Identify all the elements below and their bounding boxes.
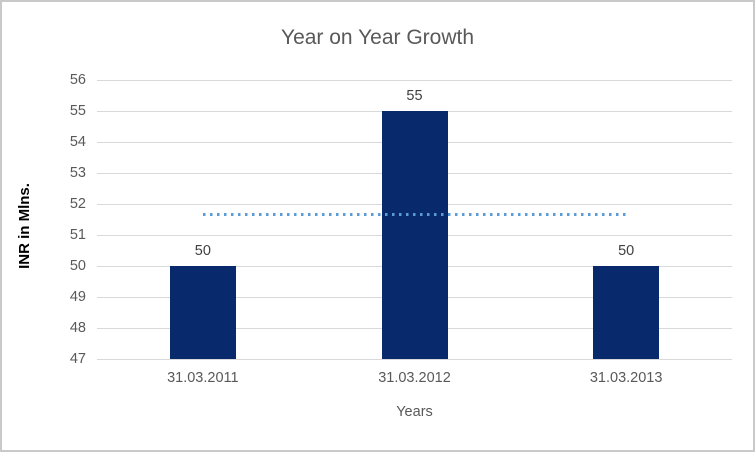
bar-31.03.2011 — [169, 266, 236, 359]
y-axis-title: INR in Mlns. — [16, 183, 33, 269]
data-label: 50 — [194, 243, 211, 259]
trendline — [202, 213, 627, 217]
x-tick-label: 31.03.2013 — [589, 370, 663, 386]
gridline — [97, 80, 732, 81]
bar-31.03.2013 — [593, 266, 660, 359]
chart-title: Year on Year Growth — [280, 26, 475, 49]
plot-area: 50 55 50 — [97, 80, 732, 360]
bar-31.03.2012 — [381, 111, 448, 359]
y-tick-label: 52 — [69, 196, 86, 212]
gridline — [97, 359, 732, 360]
x-tick-label: 31.03.2011 — [167, 370, 239, 386]
y-tick-label: 49 — [69, 289, 86, 305]
data-label: 50 — [618, 243, 635, 259]
y-tick-label: 50 — [69, 258, 86, 274]
y-tick-label: 48 — [69, 320, 86, 336]
y-tick-label: 56 — [69, 72, 86, 88]
x-tick-label: 31.03.2012 — [378, 370, 451, 386]
x-axis-title: Years — [396, 404, 433, 420]
y-tick-label: 47 — [69, 351, 86, 367]
y-tick-label: 54 — [69, 134, 86, 150]
y-tick-label: 55 — [69, 103, 86, 119]
data-label: 55 — [406, 88, 423, 104]
y-tick-label: 51 — [69, 227, 86, 243]
y-tick-label: 53 — [69, 165, 86, 181]
